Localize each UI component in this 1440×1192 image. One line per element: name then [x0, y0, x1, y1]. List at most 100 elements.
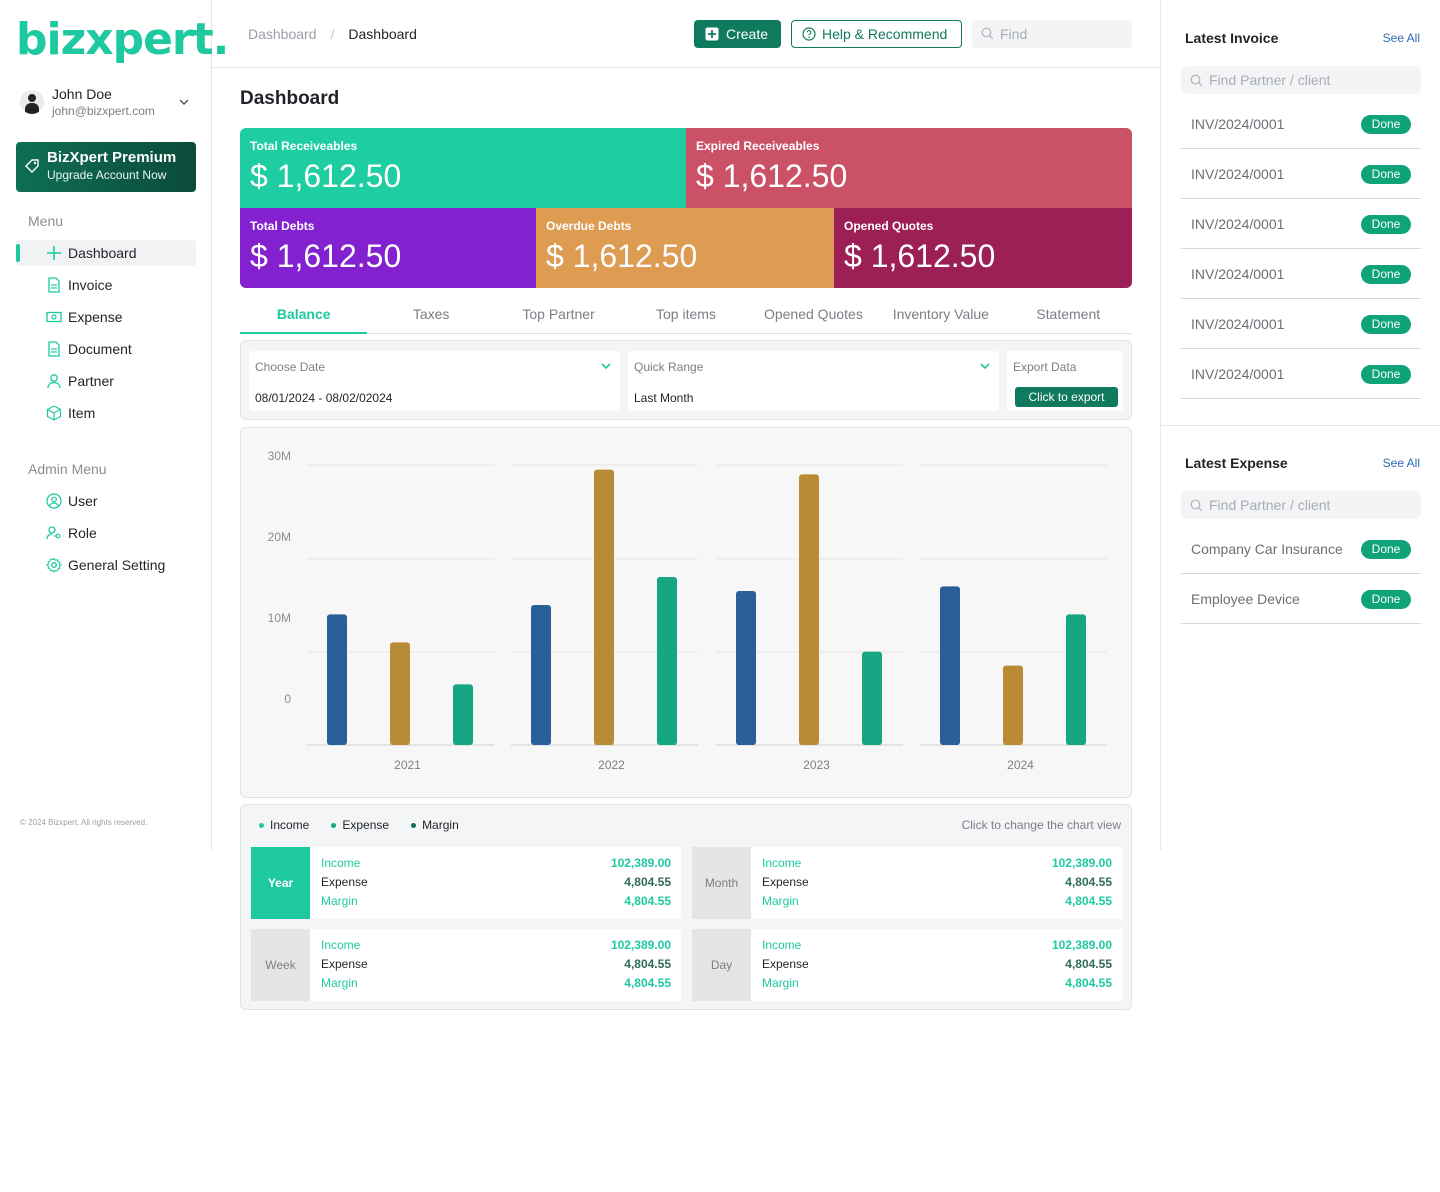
latest-invoice-see-all-link[interactable]: See All	[1382, 31, 1420, 45]
bar-margin-2024	[1066, 614, 1086, 745]
sidebar-item-label: Partner	[68, 373, 114, 389]
latest-expense-title: Latest Expense	[1185, 455, 1288, 471]
search-placeholder: Find Partner / client	[1209, 72, 1331, 88]
latest-expense-see-all-link[interactable]: See All	[1382, 456, 1420, 470]
bar-income-2024	[940, 586, 960, 745]
box-icon	[46, 405, 62, 421]
export-button[interactable]: Click to export	[1015, 387, 1118, 407]
tab-taxes[interactable]: Taxes	[412, 306, 450, 322]
find-placeholder: Find	[1000, 26, 1028, 42]
breadcrumb-current: Dashboard	[348, 26, 417, 42]
tab-balance[interactable]: Balance	[240, 298, 368, 334]
legend-item-expense[interactable]: Expense	[331, 818, 389, 832]
row-key: Income	[762, 856, 802, 870]
brand-logo[interactable]: bizxpert.	[16, 14, 229, 65]
search-placeholder: Find Partner / client	[1209, 497, 1331, 513]
row-value: 4,804.55	[1065, 957, 1112, 971]
help-recommend-button[interactable]: Help & Recommend	[791, 20, 962, 48]
sidebar-item-invoice[interactable]: Invoice	[16, 272, 196, 298]
period-card-year[interactable]: Year Income 102,389.00 Expense 4,804.55 Ma…	[251, 847, 681, 919]
date-picker-label: Choose Date	[255, 360, 326, 374]
stat-overdue-debts[interactable]: Overdue Debts $ 1,612.50	[536, 208, 834, 288]
sidebar-item-document[interactable]: Document	[16, 336, 196, 362]
tab-top-items[interactable]: Top items	[656, 306, 716, 322]
breadcrumb: Dashboard / Dashboard	[248, 26, 417, 42]
row-key: Expense	[762, 875, 809, 889]
row-key: Margin	[762, 976, 799, 990]
invoice-partner-search-input[interactable]: Find Partner / client	[1181, 66, 1421, 94]
stat-value: $ 1,612.50	[696, 158, 848, 194]
sidebar-item-item[interactable]: Item	[16, 400, 196, 426]
sidebar-item-dashboard[interactable]: Dashboard	[16, 240, 196, 266]
tab-top-partner[interactable]: Top Partner	[522, 306, 595, 322]
row-key: Expense	[762, 957, 809, 971]
tab-opened-quotes[interactable]: Opened Quotes	[763, 306, 863, 322]
invoice-list-item[interactable]: INV/2024/0001 Done	[1181, 349, 1421, 399]
invoice-list-item[interactable]: INV/2024/0001 Done	[1181, 199, 1421, 249]
quick-range-label: Quick Range	[634, 360, 704, 374]
invoice-list-item[interactable]: INV/2024/0001 Done	[1181, 149, 1421, 199]
legend-item-income[interactable]: Income	[259, 818, 309, 832]
document-icon	[48, 341, 60, 357]
period-card-month[interactable]: Month Income 102,389.00 Expense 4,804.55 M…	[692, 847, 1122, 919]
row-value: 102,389.00	[1051, 856, 1112, 870]
user-menu[interactable]: John Doe john@bizxpert.com	[20, 80, 192, 124]
stat-opened-quotes[interactable]: Opened Quotes $ 1,612.50	[834, 208, 1132, 288]
expense-partner-search-input[interactable]: Find Partner / client	[1181, 491, 1421, 519]
tab-statement[interactable]: Statement	[1036, 306, 1101, 322]
page-title: Dashboard	[240, 88, 340, 109]
status-badge: Done	[1361, 590, 1411, 609]
avatar	[20, 90, 44, 114]
stat-total-receiveables[interactable]: Total Receiveables $ 1,612.50	[240, 128, 686, 208]
expense-list-item[interactable]: Employee Device Done	[1181, 574, 1421, 624]
period-row-margin: Margin 4,804.55	[321, 894, 671, 913]
breadcrumb-item[interactable]: Dashboard	[248, 26, 317, 42]
balance-chart-card[interactable]: 30M 20M 10M 0 2021 2022 2023 2024	[240, 427, 1132, 798]
upgrade-premium-button[interactable]: BizXpert Premium Upgrade Account Now	[16, 142, 196, 192]
balance-bar-chart[interactable]: 30M 20M 10M 0 2021 2022 2023 2024	[241, 428, 1131, 797]
create-button-label: Create	[726, 26, 769, 42]
bar-margin-2023	[862, 651, 882, 745]
legend-item-margin[interactable]: Margin	[411, 818, 459, 832]
quick-range-select[interactable]: Quick Range Last Month	[628, 351, 999, 411]
row-value: 4,804.55	[1065, 976, 1112, 990]
stat-label: Expired Receiveables	[696, 139, 820, 153]
tab-inventory-value[interactable]: Inventory Value	[892, 306, 989, 322]
invoice-number: INV/2024/0001	[1191, 365, 1285, 382]
invoice-list-item[interactable]: INV/2024/0001 Done	[1181, 249, 1421, 299]
x-tick-label: 2022	[598, 758, 625, 772]
sidebar-item-expense[interactable]: Expense	[16, 304, 196, 330]
date-picker[interactable]: Choose Date 08/01/2024 - 08/02/02024	[249, 351, 620, 411]
period-row-margin: Margin 4,804.55	[762, 976, 1112, 995]
invoice-list-item[interactable]: INV/2024/0001 Done	[1181, 99, 1421, 149]
find-input[interactable]: Find	[972, 20, 1132, 48]
expense-list-item[interactable]: Company Car Insurance Done	[1181, 524, 1421, 574]
stat-expired-receiveables[interactable]: Expired Receiveables $ 1,612.50	[686, 128, 1132, 208]
row-key: Margin	[321, 894, 358, 908]
sidebar-item-general-setting[interactable]: General Setting	[16, 552, 196, 578]
row-key: Income	[762, 938, 802, 952]
status-badge: Done	[1361, 540, 1411, 559]
period-card-week[interactable]: Week Income 102,389.00 Expense 4,804.55 Ma…	[251, 929, 681, 1001]
tag-icon	[25, 159, 39, 173]
invoice-list-item[interactable]: INV/2024/0001 Done	[1181, 299, 1421, 349]
sidebar-item-partner[interactable]: Partner	[16, 368, 196, 394]
sidebar-item-role[interactable]: Role	[16, 520, 196, 546]
sidebar-item-label: Item	[68, 405, 96, 421]
invoice-number: INV/2024/0001	[1191, 215, 1285, 232]
create-button[interactable]: Create	[694, 20, 781, 48]
bar-income-2021	[327, 614, 347, 745]
premium-subtitle: Upgrade Account Now	[47, 168, 167, 182]
period-rows: Income 102,389.00 Expense 4,804.55 Margin 4…	[762, 856, 1112, 913]
sidebar-item-user[interactable]: User	[16, 488, 196, 514]
period-row-expense: Expense 4,804.55	[762, 875, 1112, 894]
stat-total-debts[interactable]: Total Debts $ 1,612.50	[240, 208, 536, 288]
sidebar-item-label: Role	[68, 525, 97, 541]
period-row-margin: Margin 4,804.55	[321, 976, 671, 995]
status-badge: Done	[1361, 365, 1411, 384]
status-badge: Done	[1361, 315, 1411, 334]
chevron-down-icon[interactable]	[176, 94, 192, 110]
user-info: John Doe john@bizxpert.com	[52, 85, 176, 119]
period-card-day[interactable]: Day Income 102,389.00 Expense 4,804.55 Mar…	[692, 929, 1122, 1001]
sidebar: bizxpert. John Doe john@bizxpert.com Biz…	[0, 0, 229, 850]
